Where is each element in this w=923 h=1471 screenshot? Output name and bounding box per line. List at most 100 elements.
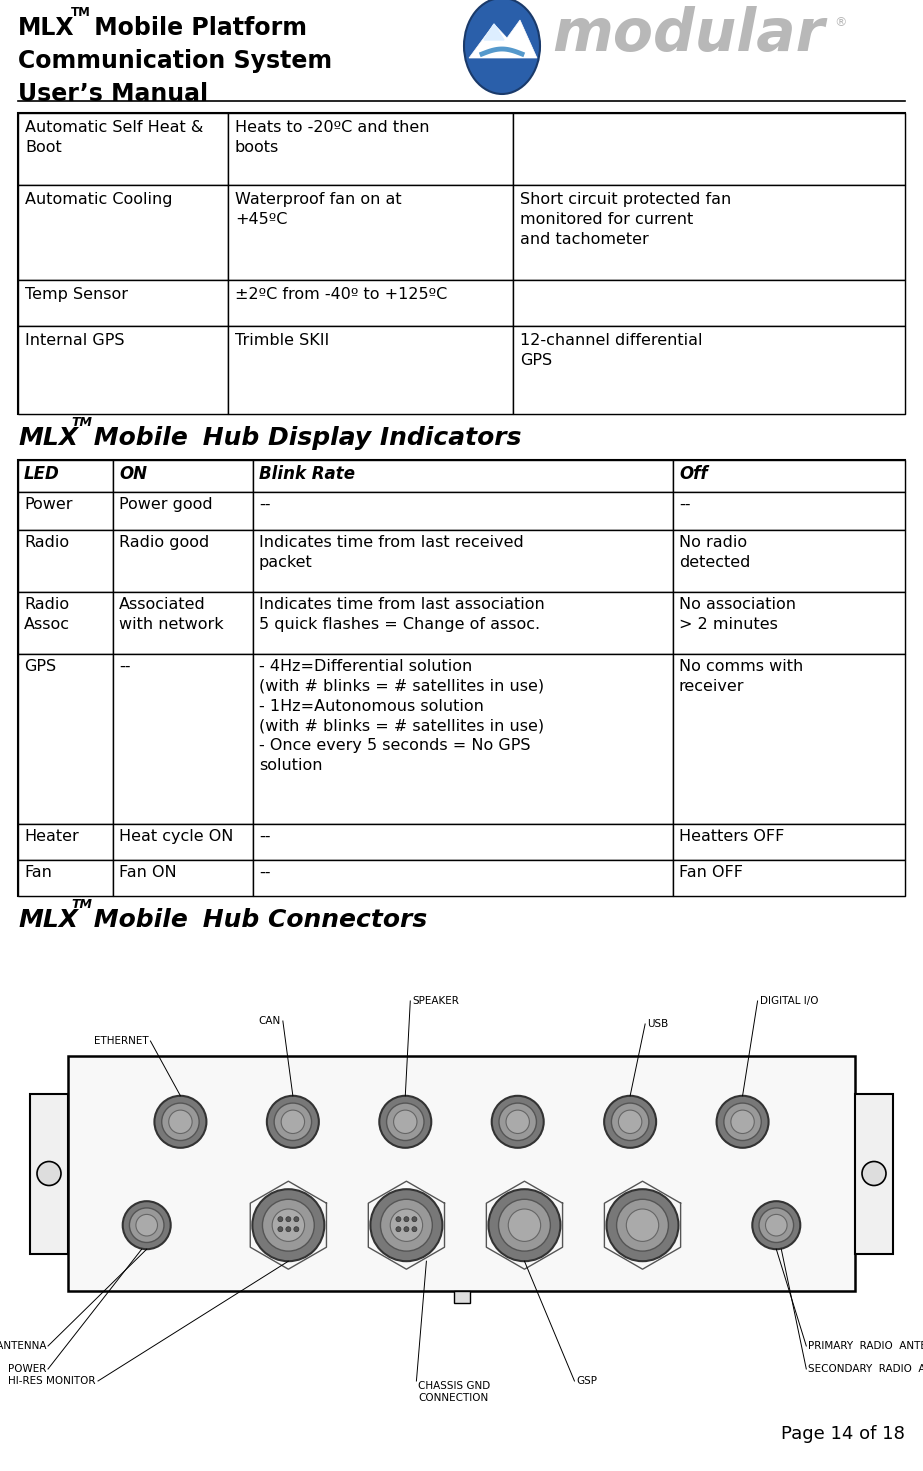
Text: 12-channel differential
GPS: 12-channel differential GPS bbox=[520, 332, 702, 368]
Text: Fan OFF: Fan OFF bbox=[679, 865, 743, 880]
Text: Trimble SKII: Trimble SKII bbox=[235, 332, 330, 349]
Text: --: -- bbox=[259, 830, 270, 844]
Text: Fan: Fan bbox=[24, 865, 52, 880]
Text: Heater: Heater bbox=[24, 830, 78, 844]
Circle shape bbox=[286, 1217, 291, 1222]
Circle shape bbox=[278, 1217, 282, 1222]
Text: SECONDARY  RADIO  ANTENNA: SECONDARY RADIO ANTENNA bbox=[809, 1364, 923, 1374]
Circle shape bbox=[618, 1111, 641, 1134]
Circle shape bbox=[274, 1103, 312, 1140]
Bar bbox=[673, 460, 905, 491]
Circle shape bbox=[262, 1199, 314, 1252]
Text: ON: ON bbox=[119, 465, 147, 482]
Bar bbox=[18, 460, 113, 491]
Text: ®: ® bbox=[466, 79, 473, 90]
Circle shape bbox=[123, 1202, 171, 1249]
Circle shape bbox=[404, 1217, 409, 1222]
Text: Heat cycle ON: Heat cycle ON bbox=[119, 830, 234, 844]
Bar bbox=[513, 113, 905, 185]
Text: Power: Power bbox=[24, 497, 73, 512]
Bar bbox=[18, 861, 113, 896]
Circle shape bbox=[627, 1209, 659, 1242]
Text: Indicates time from last association
5 quick flashes = Change of assoc.: Indicates time from last association 5 q… bbox=[259, 597, 545, 633]
Text: DIGITAL I/O: DIGITAL I/O bbox=[760, 996, 818, 1006]
Bar bbox=[228, 327, 513, 413]
Bar bbox=[513, 279, 905, 327]
Text: Power good: Power good bbox=[119, 497, 212, 512]
Bar bbox=[253, 655, 673, 824]
Text: Blink Rate: Blink Rate bbox=[259, 465, 355, 482]
Text: Mobile: Mobile bbox=[85, 427, 188, 450]
Text: SPEAKER: SPEAKER bbox=[413, 996, 459, 1006]
Circle shape bbox=[390, 1209, 423, 1242]
Text: Temp Sensor: Temp Sensor bbox=[25, 287, 128, 302]
Bar bbox=[673, 591, 905, 655]
Text: GSP: GSP bbox=[577, 1375, 597, 1386]
Bar bbox=[113, 460, 253, 491]
Text: MLX: MLX bbox=[18, 908, 78, 933]
Ellipse shape bbox=[464, 0, 540, 94]
Bar bbox=[453, 1292, 470, 1303]
Text: TM: TM bbox=[71, 416, 92, 430]
Text: Heatters OFF: Heatters OFF bbox=[679, 830, 785, 844]
Bar bbox=[18, 655, 113, 824]
Bar bbox=[18, 460, 905, 896]
Bar bbox=[253, 460, 673, 491]
Bar bbox=[18, 530, 113, 591]
Circle shape bbox=[488, 1189, 560, 1261]
Circle shape bbox=[731, 1111, 754, 1134]
Text: CHASSIS GND
CONNECTION: CHASSIS GND CONNECTION bbox=[418, 1381, 491, 1403]
Bar bbox=[18, 113, 905, 413]
Circle shape bbox=[154, 1096, 207, 1147]
Text: PRIMARY  RADIO  ANTENNA: PRIMARY RADIO ANTENNA bbox=[809, 1342, 923, 1350]
Bar bbox=[673, 861, 905, 896]
Circle shape bbox=[252, 1189, 324, 1261]
Circle shape bbox=[267, 1096, 318, 1147]
Text: LED: LED bbox=[24, 465, 60, 482]
Circle shape bbox=[611, 1103, 649, 1140]
Bar bbox=[18, 113, 228, 185]
Circle shape bbox=[862, 1162, 886, 1186]
Bar bbox=[68, 1056, 855, 1292]
Bar bbox=[673, 491, 905, 530]
Text: HI-RES MONITOR: HI-RES MONITOR bbox=[8, 1375, 96, 1386]
Bar bbox=[228, 185, 513, 279]
Circle shape bbox=[499, 1103, 536, 1140]
Polygon shape bbox=[484, 24, 504, 40]
Circle shape bbox=[716, 1096, 769, 1147]
Bar bbox=[18, 185, 228, 279]
Text: TM: TM bbox=[71, 6, 90, 19]
Bar bbox=[253, 591, 673, 655]
Circle shape bbox=[396, 1227, 401, 1231]
Circle shape bbox=[404, 1227, 409, 1231]
Text: Automatic Cooling: Automatic Cooling bbox=[25, 193, 173, 207]
Bar bbox=[253, 491, 673, 530]
Bar bbox=[513, 185, 905, 279]
Text: --: -- bbox=[119, 659, 130, 674]
Bar bbox=[18, 491, 113, 530]
Text: --: -- bbox=[679, 497, 690, 512]
Text: Mobile: Mobile bbox=[85, 908, 188, 933]
Bar bbox=[18, 591, 113, 655]
Text: No comms with
receiver: No comms with receiver bbox=[679, 659, 803, 694]
Bar bbox=[253, 824, 673, 861]
Circle shape bbox=[379, 1096, 431, 1147]
Text: Page 14 of 18: Page 14 of 18 bbox=[781, 1425, 905, 1443]
Circle shape bbox=[498, 1199, 550, 1252]
Circle shape bbox=[752, 1202, 800, 1249]
Text: Automatic Self Heat &
Boot: Automatic Self Heat & Boot bbox=[25, 121, 203, 154]
Bar bbox=[30, 1093, 68, 1253]
Circle shape bbox=[370, 1189, 442, 1261]
Circle shape bbox=[37, 1162, 61, 1186]
Bar bbox=[228, 279, 513, 327]
Polygon shape bbox=[469, 21, 537, 57]
Text: MLX: MLX bbox=[18, 427, 78, 450]
Bar bbox=[253, 861, 673, 896]
Text: - 4Hz=Differential solution
(with # blinks = # satellites in use)
- 1Hz=Autonomo: - 4Hz=Differential solution (with # blin… bbox=[259, 659, 545, 772]
Text: Internal GPS: Internal GPS bbox=[25, 332, 125, 349]
Text: modular: modular bbox=[552, 6, 824, 62]
Text: No association
> 2 minutes: No association > 2 minutes bbox=[679, 597, 796, 633]
Circle shape bbox=[162, 1103, 199, 1140]
Circle shape bbox=[509, 1209, 541, 1242]
Text: GPS: GPS bbox=[24, 659, 56, 674]
